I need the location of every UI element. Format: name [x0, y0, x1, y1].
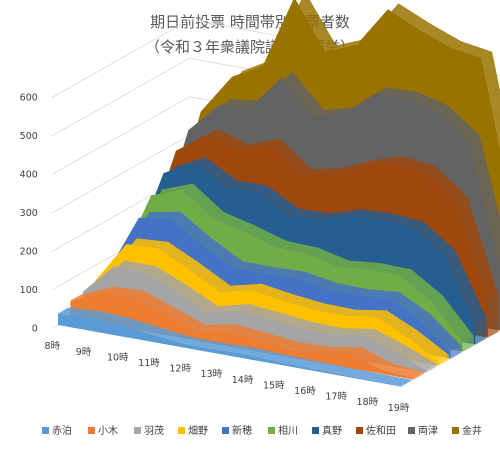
legend-swatch: [88, 427, 95, 434]
series-cap-0: [401, 379, 412, 387]
x-tick-label: 13時: [201, 369, 223, 380]
series-cap-6: [475, 317, 487, 345]
x-tick-label: 17時: [325, 392, 347, 403]
legend-swatch: [312, 427, 319, 434]
x-tick-label: 8時: [45, 341, 61, 352]
legend-label: 佐和田: [366, 425, 396, 437]
legend-swatch: [408, 427, 415, 434]
y-tick-label: 600: [20, 93, 38, 104]
series-area-2: [82, 266, 427, 373]
series-top-1: [70, 286, 425, 379]
series-area-1: [70, 292, 414, 380]
series-group: [58, 0, 500, 387]
series-top-8: [157, 71, 500, 268]
series-cap-5: [463, 336, 474, 352]
series-cap-2: [426, 363, 437, 373]
y-axis: 0 100 200 300 400 500 600: [20, 93, 38, 335]
y-tick-label: 100: [20, 285, 38, 296]
x-tick-label: 12時: [169, 364, 191, 375]
series-cap-3: [438, 355, 449, 366]
y-tick-label: 300: [20, 208, 38, 219]
x-tick-label: 19時: [388, 403, 410, 414]
legend-label: 両津: [418, 425, 438, 437]
legend-label: 真野: [322, 424, 342, 437]
x-tick-label: 16時: [294, 386, 316, 397]
legend-swatch: [134, 427, 141, 434]
legend-swatch: [42, 427, 49, 434]
legend-label: 相川: [278, 424, 298, 437]
legend-label: 新穂: [232, 424, 252, 437]
legend-swatch: [222, 427, 229, 434]
series-top-9: [169, 0, 500, 224]
legend: 赤泊 小木 羽茂 畑野 新穂 相川 真野 佐和田 両津 金井: [42, 424, 482, 437]
series-cap-4: [450, 346, 462, 359]
legend-label: 赤泊: [52, 425, 72, 437]
series-area-0: [58, 313, 402, 387]
x-tick-label: 18時: [357, 397, 379, 408]
legend-swatch: [268, 427, 275, 434]
series-top-2: [82, 260, 437, 370]
y-tick-label: 0: [32, 324, 38, 335]
legend-label: 金井: [462, 424, 482, 437]
x-tick-label: 10時: [107, 352, 129, 363]
legend-swatch: [178, 427, 185, 434]
legend-label: 畑野: [188, 424, 208, 437]
x-tick-label: 11時: [138, 358, 160, 369]
y-tick-label: 200: [20, 247, 38, 258]
x-tick-label: 14時: [232, 375, 254, 386]
x-tick-label: 9時: [76, 347, 92, 358]
series-top-0: [58, 307, 412, 386]
y-tick-label: 500: [20, 131, 38, 142]
series-cap-1: [413, 372, 425, 380]
x-axis: 8時 9時 10時 11時 12時 13時 14時 15時 16時 17時 18時 19時: [45, 341, 410, 414]
x-tick-label: 15時: [263, 380, 285, 391]
y-tick-label: 400: [20, 170, 38, 181]
legend-swatch: [356, 427, 363, 434]
legend-swatch: [452, 427, 459, 434]
series-cap-7: [488, 295, 499, 338]
legend-label: 羽茂: [144, 424, 164, 437]
legend-label: 小木: [98, 425, 118, 437]
